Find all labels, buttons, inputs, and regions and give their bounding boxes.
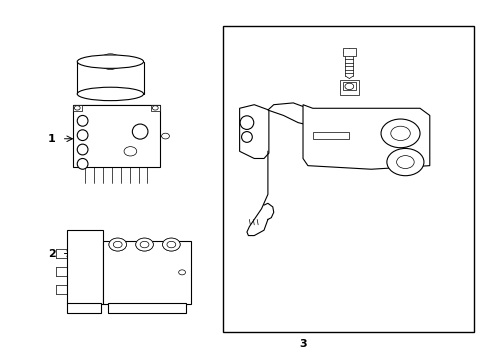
- Bar: [73, 105, 159, 167]
- Ellipse shape: [77, 87, 143, 101]
- Circle shape: [162, 238, 180, 251]
- Circle shape: [178, 270, 185, 275]
- Ellipse shape: [240, 116, 253, 130]
- Circle shape: [140, 241, 149, 248]
- Ellipse shape: [77, 158, 88, 169]
- Circle shape: [344, 83, 353, 90]
- Circle shape: [386, 148, 423, 176]
- Circle shape: [390, 126, 409, 140]
- Circle shape: [109, 238, 126, 251]
- Circle shape: [162, 238, 180, 251]
- Bar: [342, 82, 355, 90]
- Bar: [108, 303, 185, 313]
- Circle shape: [152, 106, 158, 110]
- Circle shape: [113, 241, 122, 248]
- Text: 1: 1: [48, 134, 56, 144]
- Circle shape: [109, 238, 126, 251]
- Circle shape: [100, 54, 121, 69]
- Circle shape: [396, 156, 413, 168]
- Ellipse shape: [77, 116, 88, 126]
- Circle shape: [74, 106, 80, 110]
- Ellipse shape: [77, 55, 143, 68]
- Bar: [66, 230, 103, 304]
- Bar: [73, 105, 81, 111]
- Polygon shape: [239, 105, 268, 158]
- Polygon shape: [267, 103, 317, 126]
- Bar: [222, 26, 473, 332]
- Polygon shape: [303, 105, 429, 169]
- Bar: [66, 303, 101, 313]
- Circle shape: [161, 133, 169, 139]
- Circle shape: [136, 238, 153, 251]
- Ellipse shape: [77, 130, 88, 140]
- Bar: [339, 80, 358, 95]
- Bar: [312, 132, 348, 139]
- Ellipse shape: [132, 124, 148, 139]
- Circle shape: [113, 241, 122, 248]
- Circle shape: [166, 241, 175, 248]
- Bar: [151, 105, 159, 111]
- Ellipse shape: [241, 132, 252, 142]
- Circle shape: [124, 147, 137, 156]
- Circle shape: [166, 241, 175, 248]
- Bar: [342, 48, 355, 56]
- Bar: [103, 241, 190, 304]
- Text: 2: 2: [48, 248, 56, 258]
- Circle shape: [104, 57, 116, 66]
- Circle shape: [380, 119, 419, 148]
- Text: 3: 3: [299, 339, 306, 349]
- Circle shape: [136, 238, 153, 251]
- Circle shape: [140, 241, 149, 248]
- Ellipse shape: [77, 144, 88, 155]
